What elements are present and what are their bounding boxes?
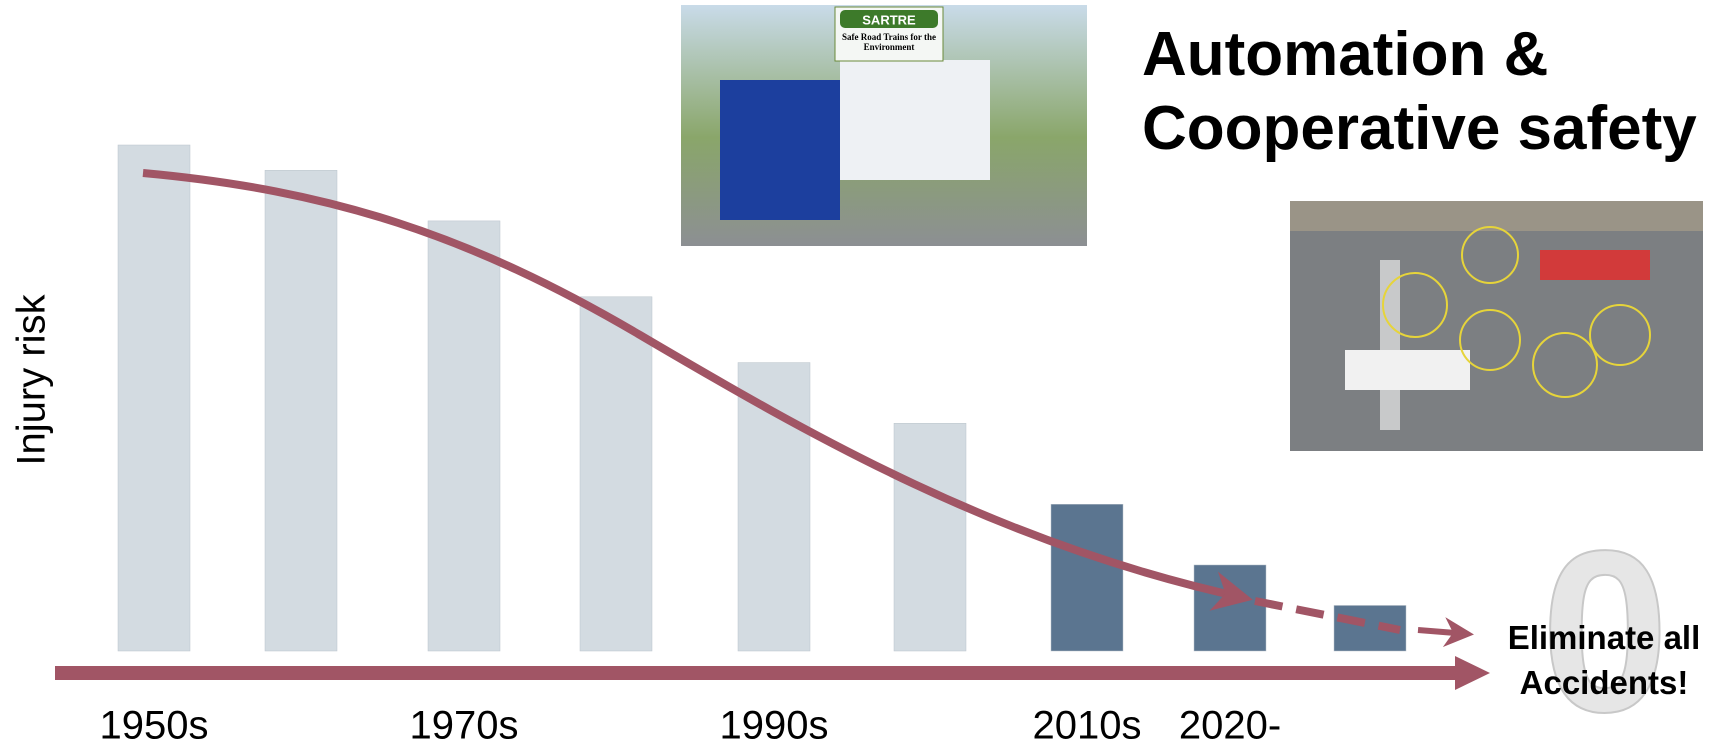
trend-curve-projection: [1254, 597, 1401, 634]
bar: [579, 296, 653, 652]
bar: [427, 220, 501, 652]
time-axis-arrowhead: [1455, 656, 1490, 690]
bar: [264, 170, 338, 652]
intersection-photo: [1290, 201, 1703, 451]
zero-graphic: 0: [1541, 503, 1669, 746]
image-caption: SARTRE: [862, 12, 916, 27]
bar: [117, 144, 191, 652]
image-caption: Safe Road Trains for the Environment: [841, 32, 936, 52]
bar: [893, 423, 967, 652]
truck-photo: SARTRE Safe Road Trains for the Environm…: [681, 5, 1087, 246]
trend-curve: [142, 169, 1253, 611]
bars: 1950s 1970s 1990s 2010s 2020-: [100, 144, 1407, 746]
y-axis-label: Injury risk: [10, 293, 54, 465]
x-tick-label: 1970s: [410, 704, 519, 746]
slide-title: Automation & Cooperative safety: [1142, 20, 1697, 163]
bar: [1193, 564, 1267, 652]
x-tick-label: 2020-: [1179, 704, 1281, 746]
bar: [1050, 504, 1124, 652]
x-tick-label: 1990s: [720, 704, 829, 746]
annotation: Eliminate all Accidents!: [1507, 619, 1701, 701]
x-tick-label: 1950s: [100, 704, 209, 746]
x-tick-label: 2010s: [1033, 704, 1142, 746]
bar: [737, 362, 811, 652]
trend-arrow: [1417, 617, 1474, 648]
